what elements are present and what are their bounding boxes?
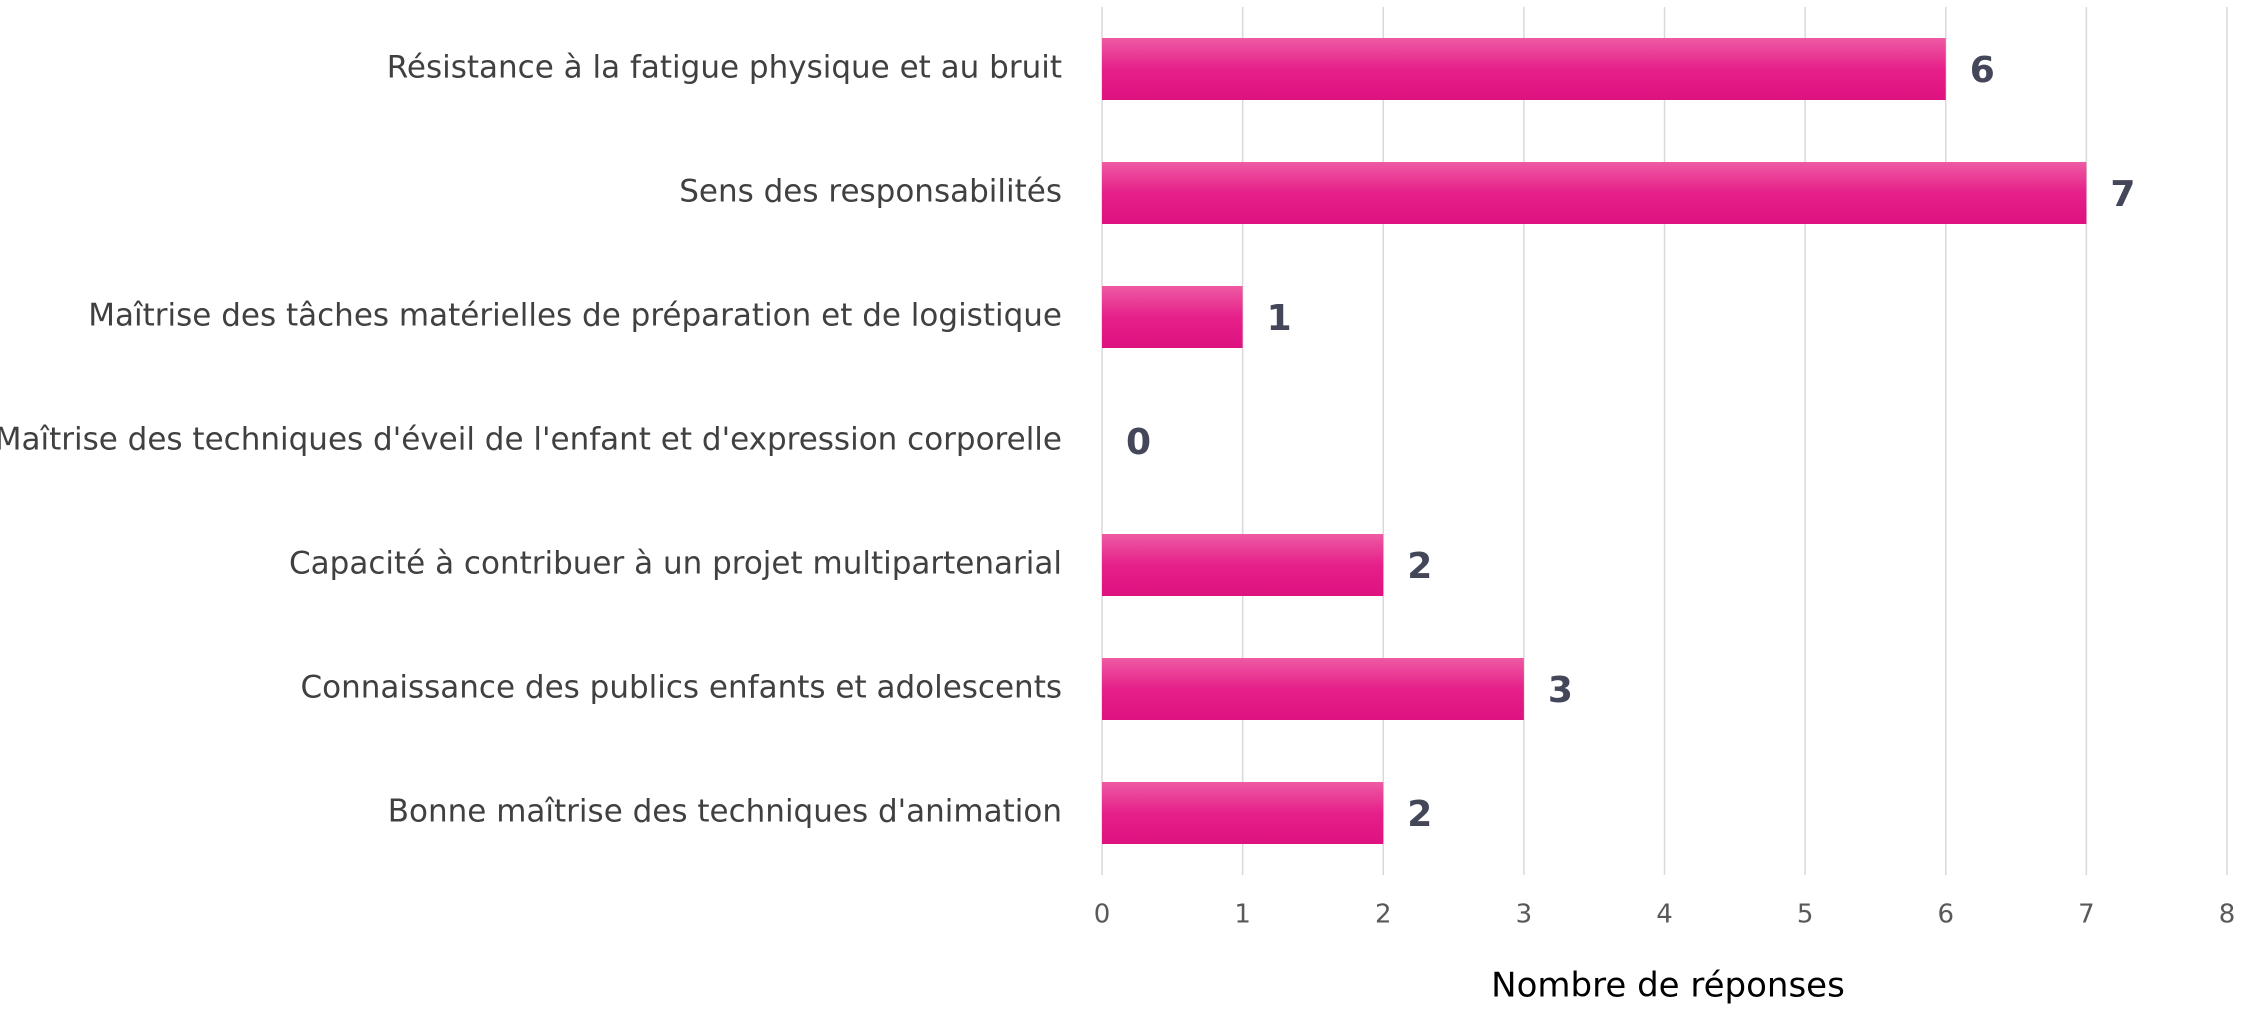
x-tick-label: 1 — [1234, 900, 1251, 930]
x-tick-label: 4 — [1656, 900, 1673, 930]
data-label: 3 — [1548, 670, 1573, 711]
x-tick-label: 3 — [1516, 900, 1533, 930]
data-label: 0 — [1126, 422, 1151, 463]
bar — [1102, 658, 1524, 720]
x-tick-label: 7 — [2078, 900, 2095, 930]
bar — [1102, 286, 1243, 348]
bar — [1102, 534, 1384, 596]
y-tick-label: Maîtrise des techniques d'éveil de l'enf… — [0, 422, 1062, 458]
y-tick-label: Maîtrise des tâches matérielles de prépa… — [88, 298, 1062, 334]
y-tick-label: Connaissance des publics enfants et adol… — [300, 670, 1062, 706]
bar — [1102, 38, 1946, 100]
x-tick-label: 5 — [1797, 900, 1814, 930]
data-label: 7 — [2110, 174, 2135, 215]
x-tick-label: 0 — [1094, 900, 1111, 930]
y-tick-label: Bonne maîtrise des techniques d'animatio… — [388, 794, 1062, 830]
data-label: 2 — [1407, 546, 1432, 587]
data-label: 1 — [1267, 298, 1292, 339]
data-label: 6 — [1970, 50, 1995, 91]
x-axis-title: Nombre de réponses — [1491, 966, 1845, 1006]
y-tick-label: Résistance à la fatigue physique et au b… — [387, 50, 1062, 86]
y-tick-label: Capacité à contribuer à un projet multip… — [289, 546, 1062, 582]
data-label: 2 — [1407, 794, 1432, 835]
x-tick-label: 6 — [1937, 900, 1954, 930]
bar — [1102, 782, 1384, 844]
x-tick-label: 2 — [1375, 900, 1392, 930]
x-tick-label: 8 — [2219, 900, 2236, 930]
bar — [1102, 162, 2087, 224]
y-tick-label: Sens des responsabilités — [679, 174, 1062, 210]
